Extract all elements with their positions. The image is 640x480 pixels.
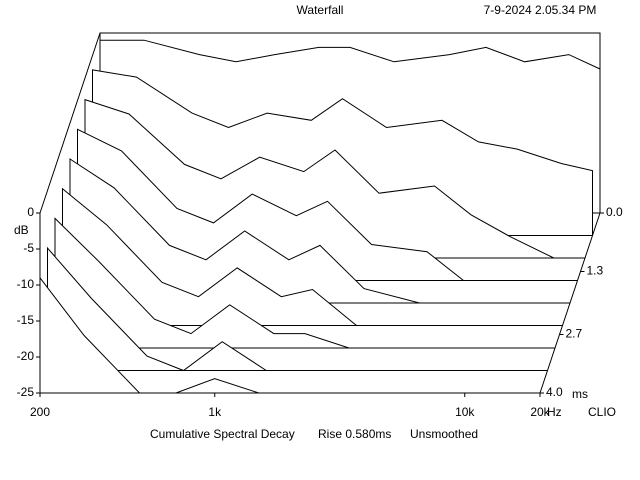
decay-slice — [77, 128, 578, 281]
frame-edge — [39, 32, 101, 214]
y-axis-label: dB — [14, 223, 29, 237]
chart-title: Waterfall — [297, 3, 344, 17]
decay-slice — [39, 276, 540, 394]
t-unit: ms — [572, 387, 588, 401]
x-tick-label: 20k — [530, 405, 550, 419]
caption: Unsmoothed — [410, 427, 478, 441]
x-tick-label: 10k — [455, 405, 475, 419]
x-tick-label: 1k — [208, 405, 222, 419]
y-tick-label: -20 — [17, 349, 35, 363]
timestamp: 7-9-2024 2.05.34 PM — [484, 3, 597, 17]
x-unit: Hz — [547, 405, 562, 419]
y-tick-label: -10 — [17, 277, 35, 291]
y-tick-label: -15 — [17, 313, 35, 327]
t-tick-label: 1.3 — [587, 264, 604, 278]
y-tick-label: 0 — [27, 205, 34, 219]
t-tick-label: 0.0 — [606, 205, 623, 219]
t-tick-label: 4.0 — [546, 385, 563, 399]
y-tick-label: -25 — [17, 385, 35, 399]
x-tick-label: 200 — [30, 405, 50, 419]
caption: Cumulative Spectral Decay — [150, 427, 295, 441]
decay-slice — [84, 98, 585, 259]
caption: Rise 0.580ms — [318, 427, 391, 441]
decay-slice — [69, 158, 570, 304]
brand: CLIO — [588, 405, 616, 419]
t-tick-label: 2.7 — [566, 327, 583, 341]
y-tick-label: -5 — [23, 241, 34, 255]
